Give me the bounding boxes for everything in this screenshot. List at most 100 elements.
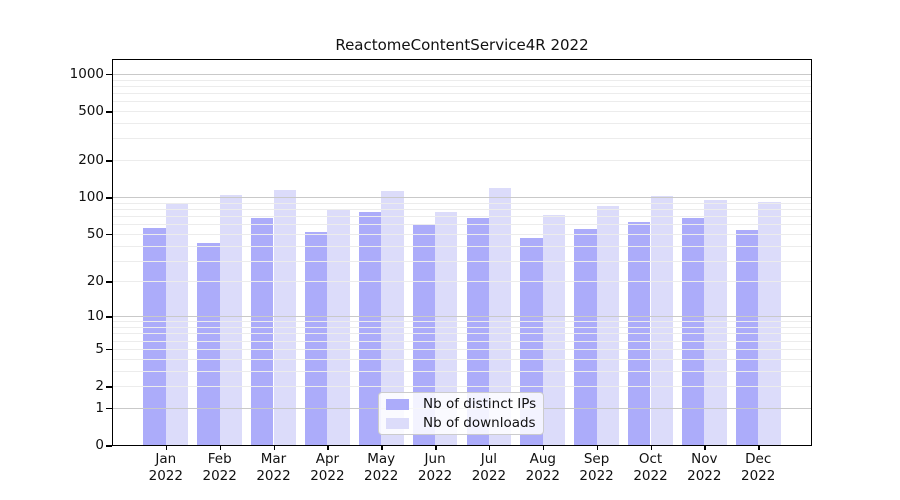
x-axis-tick	[165, 445, 168, 450]
x-axis-tick-label-line: 2022	[633, 468, 668, 484]
x-axis-tick	[704, 445, 706, 450]
y-axis-tick	[106, 348, 112, 351]
x-axis-tick-label-line: Jun	[424, 451, 446, 467]
y-axis-tick-label: 5	[95, 340, 104, 357]
y-axis-tick-label: 100	[78, 189, 104, 206]
legend-swatch-downloads	[386, 417, 409, 429]
x-axis-tick	[327, 445, 329, 450]
bar	[574, 228, 597, 445]
x-axis-tick-label-line: 2022	[525, 468, 560, 484]
y-axis-tick	[106, 316, 112, 318]
x-axis-tick-label-line: 2022	[364, 468, 399, 484]
x-axis-tick	[381, 445, 383, 450]
y-axis-tick	[106, 160, 112, 162]
bar	[143, 227, 166, 445]
bar	[327, 208, 350, 445]
plot-area: Nb of distinct IPs Nb of downloads	[112, 59, 812, 446]
x-axis-tick-label-line: 2022	[202, 468, 237, 484]
bar	[704, 199, 727, 445]
x-axis-tick-label: May 2022	[349, 451, 413, 485]
x-axis-tick-label: Aug 2022	[511, 451, 575, 485]
legend: Nb of distinct IPs Nb of downloads	[378, 392, 544, 435]
bar	[735, 229, 759, 445]
x-axis-tick	[596, 445, 599, 450]
x-axis-tick-label-line: Jan	[155, 451, 177, 467]
legend-item-downloads: Nb of downloads	[379, 415, 543, 431]
x-axis-tick-label: Jan 2022	[134, 451, 198, 485]
y-axis-tick-label: 50	[86, 225, 104, 242]
y-axis-tick-label: 2	[95, 378, 104, 394]
x-axis-tick-label-line: 2022	[471, 468, 507, 484]
x-axis-tick	[758, 445, 760, 450]
bar	[219, 194, 243, 445]
x-axis-tick-label-line: Oct	[638, 451, 663, 467]
bar	[273, 190, 296, 445]
x-axis-tick	[435, 445, 437, 450]
x-axis-tick-label-line: May	[367, 451, 396, 467]
x-axis-tick-label-line: 2022	[579, 468, 614, 484]
x-axis-tick-label: Dec 2022	[726, 451, 790, 485]
x-axis-tick-label-line: Dec	[745, 451, 772, 467]
x-axis-tick-label-line: Apr	[315, 451, 340, 467]
x-axis-tick-label: Apr 2022	[295, 451, 359, 485]
x-axis-tick-label: Jun 2022	[403, 451, 467, 485]
y-axis-tick	[106, 407, 112, 410]
legend-item-distinct-ips: Nb of distinct IPs	[379, 396, 543, 412]
x-axis-tick-label: Jul 2022	[457, 451, 521, 485]
x-axis-tick-label-line: Nov	[691, 451, 718, 467]
y-axis-tick	[106, 445, 112, 447]
y-axis-tick	[106, 386, 112, 388]
x-axis-tick	[273, 445, 275, 450]
x-axis-tick	[650, 445, 652, 450]
bar	[758, 201, 781, 445]
y-axis-tick-label: 500	[78, 103, 104, 119]
x-axis-tick-label-line: Mar	[260, 451, 287, 467]
y-axis-tick-label: 10	[86, 308, 104, 325]
x-axis-tick	[542, 445, 545, 450]
y-axis-tick-label: 1	[95, 399, 104, 416]
y-axis-tick	[106, 111, 112, 113]
x-axis-tick-label-line: Feb	[207, 451, 232, 467]
x-axis-tick	[488, 445, 491, 450]
bars-layer	[113, 60, 811, 445]
bar	[650, 196, 673, 445]
x-axis-tick-label-line: 2022	[741, 468, 776, 484]
y-axis-tick	[106, 233, 112, 236]
y-axis-tick	[106, 197, 112, 199]
x-axis-tick-label-line: Jul	[480, 451, 498, 467]
bar	[305, 231, 328, 445]
x-axis-tick-label: Mar 2022	[242, 451, 306, 485]
x-axis-tick-label: Nov 2022	[672, 451, 736, 485]
x-axis-tick-label-line: 2022	[687, 468, 722, 484]
y-axis-tick-label: 200	[78, 152, 104, 169]
legend-swatch-distinct-ips	[386, 398, 409, 410]
chart-title: ReactomeContentService4R 2022	[335, 36, 589, 54]
x-axis-tick-label-line: Sep	[583, 451, 610, 467]
x-axis-tick-label-line: 2022	[310, 468, 345, 484]
bar	[466, 218, 489, 445]
bar	[197, 242, 220, 445]
x-axis-tick-label-line: 2022	[417, 468, 453, 484]
bar	[251, 218, 274, 445]
x-axis-tick-label: Feb 2022	[188, 451, 252, 485]
bar	[681, 217, 705, 445]
legend-label-distinct-ips: Nb of distinct IPs	[423, 396, 537, 412]
y-axis-tick-label: 1000	[69, 65, 104, 82]
bar	[596, 205, 619, 445]
x-axis-tick-label-line: 2022	[256, 468, 291, 484]
bar	[381, 191, 404, 445]
y-axis-tick-label: 0	[95, 437, 104, 453]
legend-label-downloads: Nb of downloads	[423, 415, 536, 431]
bar	[165, 203, 189, 445]
x-axis-tick	[219, 445, 222, 450]
x-axis-tick-label-line: Aug	[529, 451, 556, 467]
y-axis-tick	[106, 73, 112, 76]
x-axis-tick-label: Sep 2022	[565, 451, 629, 485]
x-axis-tick-label-line: 2022	[148, 468, 183, 484]
bar	[542, 214, 566, 445]
bar	[628, 221, 651, 445]
y-axis-tick	[106, 281, 112, 283]
x-axis-tick-label: Oct 2022	[619, 451, 683, 485]
bar	[412, 225, 436, 445]
